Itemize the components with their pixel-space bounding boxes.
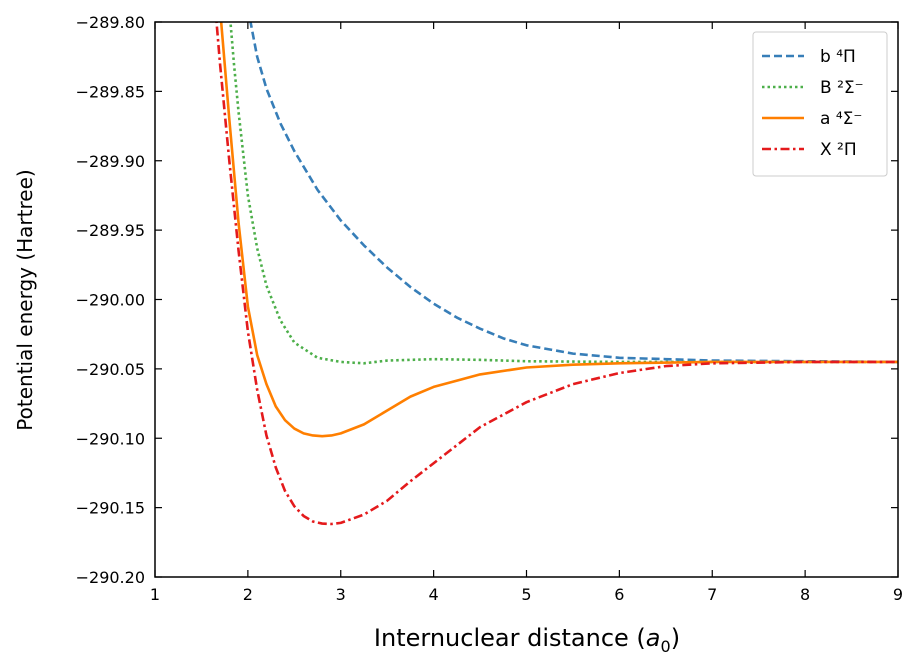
x-tick-label: 5 [521,585,531,604]
y-tick-label: −289.95 [76,221,145,240]
x-tick-label: 3 [336,585,346,604]
ticks-layer: 1 2 3 4 5 6 7 8 9 −289.80 −289.85 −289.90 −289.95 −29… [76,13,903,604]
legend-label-2: a ⁴Σ⁻ [820,109,862,129]
x-tick-label: 9 [893,585,903,604]
x-axis-label: Internuclear distance (a0) [374,624,680,656]
y-tick-label: −290.20 [76,568,145,587]
legend: b ⁴Π B ²Σ⁻ a ⁴Σ⁻ X ²Π [752,31,888,177]
y-tick-label: −290.15 [76,499,145,518]
x-axis-label-variable: a [646,624,661,652]
series-line-1 [229,22,898,365]
legend-frame [752,31,888,177]
x-tick-label: 1 [150,585,160,604]
x-axis-label-subscript: 0 [661,637,671,656]
x-tick-label: 6 [614,585,624,604]
y-tick-label: −289.85 [76,82,145,101]
x-tick-label: 8 [800,585,810,604]
series-layer [215,22,898,526]
series-line-2 [219,22,898,438]
series-line-3 [215,22,898,526]
legend-label-1: B ²Σ⁻ [820,78,864,98]
x-tick-label: 2 [243,585,253,604]
y-tick-label: −290.00 [76,291,145,310]
y-tick-label: −290.05 [76,360,145,379]
x-axis-label-close: ) [671,624,680,652]
y-axis-label: Potential energy (Hartree) [13,169,37,430]
y-tick-label: −290.10 [76,429,145,448]
y-tick-label: −289.80 [76,13,145,32]
legend-label-0: b ⁴Π [820,47,856,67]
legend-label-3: X ²Π [820,140,857,160]
x-tick-label: 7 [707,585,717,604]
x-tick-label: 4 [429,585,439,604]
y-tick-label: −289.90 [76,152,145,171]
x-axis-label-text: Internuclear distance ( [374,624,646,652]
